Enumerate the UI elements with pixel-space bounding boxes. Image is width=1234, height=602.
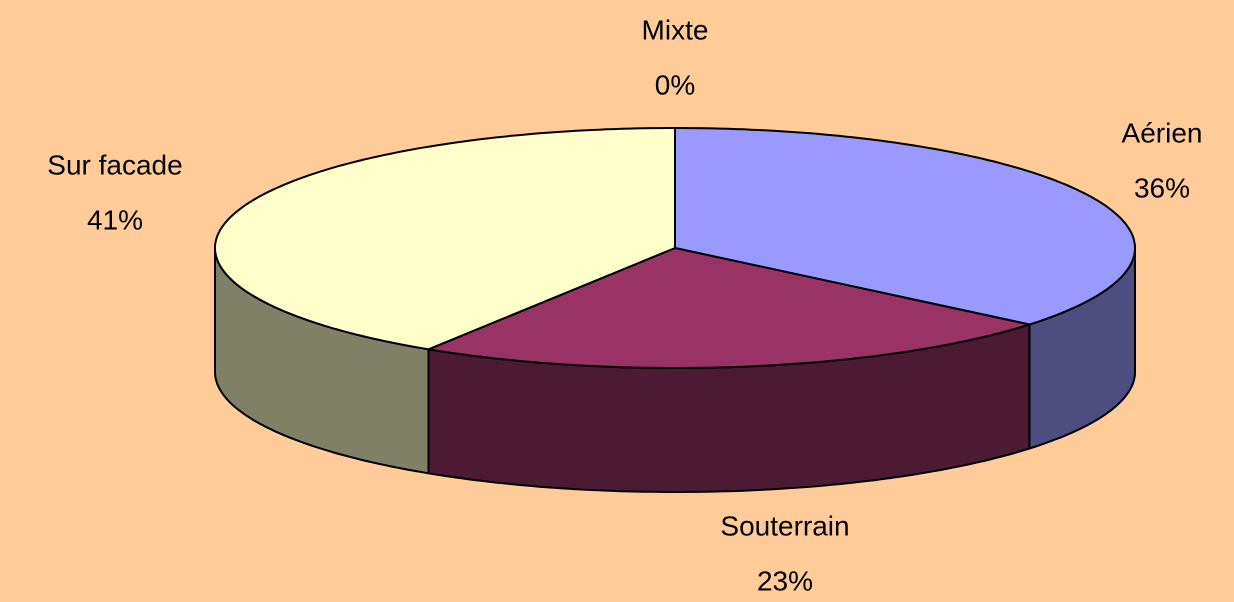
slice-label: Souterrain [720,510,849,541]
slice-value-label: 0% [655,69,695,100]
slice-label: Aérien [1122,117,1203,148]
slice-label: Mixte [642,14,709,45]
slice-label: Sur facade [47,149,182,180]
slice-value-label: 41% [87,204,143,235]
slice-value-label: 23% [757,565,813,596]
slice [424,246,1034,369]
slice [674,127,1136,326]
slice-value-label: 36% [1134,172,1190,203]
slice [214,127,676,351]
